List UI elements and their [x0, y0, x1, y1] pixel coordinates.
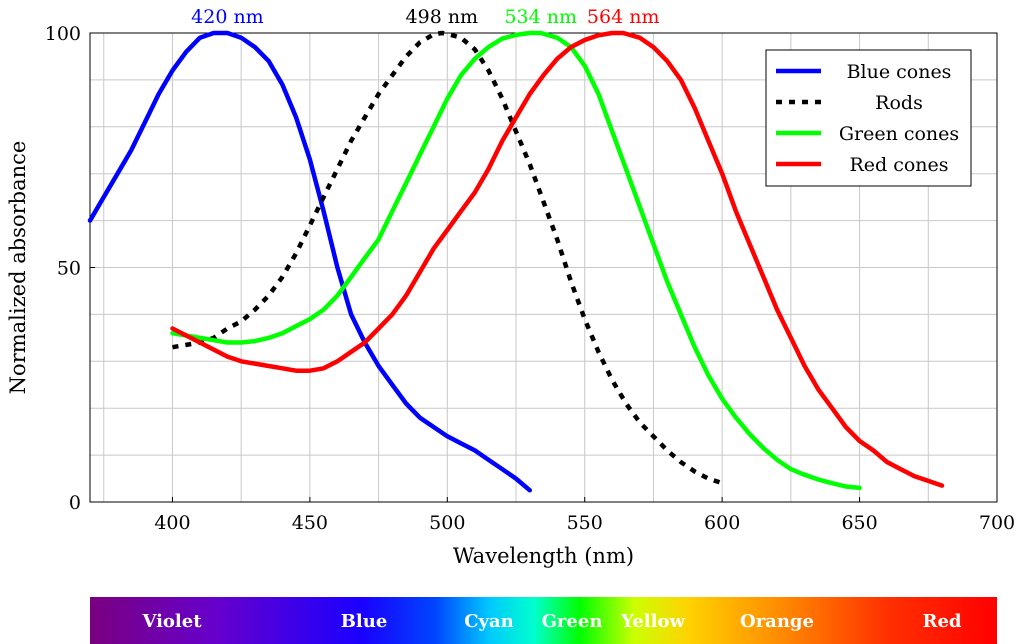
- y-axis-title: Normalized absorbance: [6, 141, 30, 395]
- x-axis-title: Wavelength (nm): [453, 544, 634, 568]
- spectrum-gradient: [90, 597, 997, 644]
- legend-label-rods: Rods: [875, 92, 923, 114]
- legend-label-red-cones: Red cones: [849, 154, 948, 176]
- spectrum-label-orange: Orange: [740, 611, 814, 632]
- x-tick-label: 500: [429, 512, 465, 534]
- x-tick-label: 550: [567, 512, 603, 534]
- series-line-rods: [172, 30, 723, 486]
- axis-ticks: 400 450 500 550 600 650 700 0 50 100: [45, 23, 1015, 534]
- series-lines: [87, 30, 945, 493]
- x-tick-label: 400: [154, 512, 190, 534]
- x-tick-label: 600: [704, 512, 740, 534]
- spectrum-label-violet: Violet: [141, 611, 202, 632]
- peak-labels: 420 nm 498 nm 534 nm 564 nm: [191, 6, 659, 28]
- spectrum-label-yellow: Yellow: [620, 611, 685, 632]
- legend: Blue cones Rods Green cones Red cones: [765, 49, 972, 187]
- spectrum-label-cyan: Cyan: [464, 611, 514, 632]
- legend-label-green-cones: Green cones: [839, 123, 959, 145]
- spectrum-label-blue: Blue: [341, 611, 388, 632]
- y-tick-label: 0: [69, 492, 81, 514]
- y-tick-label: 50: [57, 258, 81, 280]
- peak-label-498: 498 nm: [406, 6, 479, 28]
- series-line-blue-cones: [87, 30, 533, 493]
- legend-label-blue-cones: Blue cones: [847, 61, 952, 83]
- series-line-red-cones: [170, 30, 945, 488]
- peak-label-534: 534 nm: [504, 6, 577, 28]
- series-line-green-cones: [170, 30, 862, 491]
- spectrum-label-green: Green: [542, 611, 603, 632]
- x-tick-label: 700: [979, 512, 1015, 534]
- spectrum-label-red: Red: [923, 611, 962, 632]
- peak-label-420: 420 nm: [191, 6, 264, 28]
- y-tick-label: 100: [45, 23, 81, 45]
- spectrum-bar: Violet Blue Cyan Green Yellow Orange Red: [90, 597, 997, 644]
- peak-label-564: 564 nm: [587, 6, 660, 28]
- x-tick-label: 650: [841, 512, 877, 534]
- x-tick-label: 450: [292, 512, 328, 534]
